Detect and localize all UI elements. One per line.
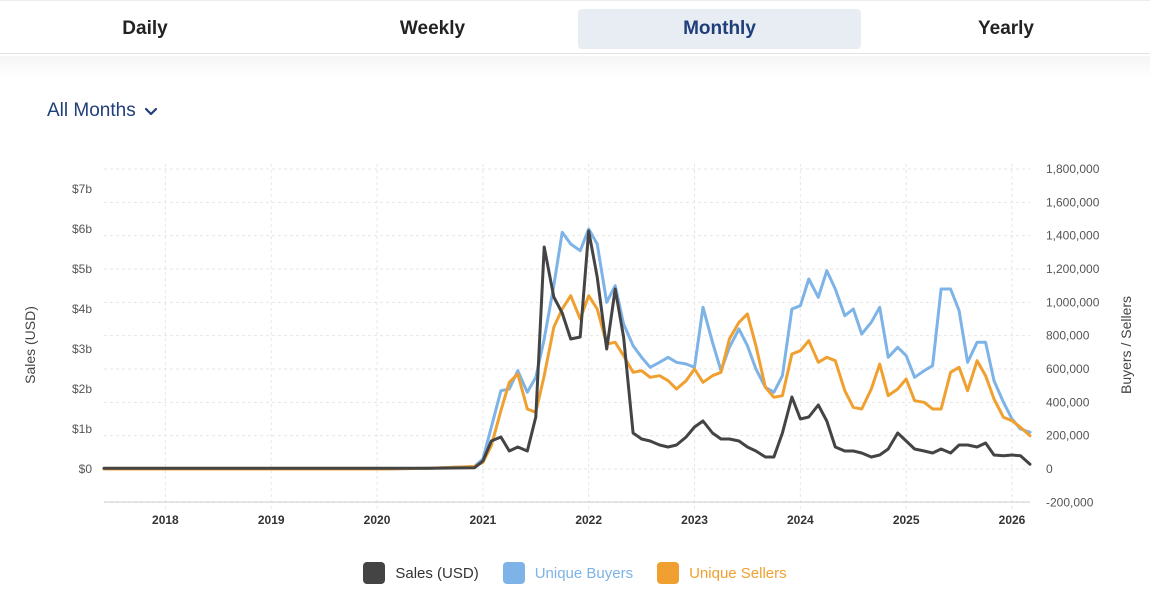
left-tick-label: $1b — [72, 422, 92, 436]
x-tick-label: 2018 — [152, 513, 179, 527]
left-axis-title: Sales (USD) — [22, 306, 38, 384]
right-axis-title: Buyers / Sellers — [1118, 296, 1134, 394]
legend-item-sales[interactable]: Sales (USD) — [363, 562, 479, 584]
left-tick-label: $3b — [72, 342, 92, 356]
tab-yearly[interactable]: Yearly — [978, 18, 1034, 39]
right-tick-label: 1,000,000 — [1046, 295, 1100, 309]
legend-swatch-buyers — [502, 562, 525, 584]
legend-swatch-sellers — [657, 562, 680, 584]
divider-shadow — [0, 56, 1150, 78]
sales-chart: -200,000 0 200,000 400,000 600,000 800,000 1,0… — [22, 162, 1134, 527]
right-tick-label: -200,000 — [1046, 495, 1094, 509]
right-tick-label: 200,000 — [1046, 429, 1090, 443]
right-tick-label: 1,800,000 — [1046, 162, 1100, 176]
left-tick-label: $4b — [72, 302, 92, 316]
series-line-sales-usd — [102, 229, 1032, 470]
legend-swatch-sales — [363, 562, 386, 584]
x-tick-label: 2020 — [364, 513, 391, 527]
x-tick-label: 2026 — [999, 513, 1026, 527]
tab-monthly[interactable]: Monthly — [578, 9, 861, 49]
series-line-unique-sellers — [102, 294, 1032, 471]
tab-weekly[interactable]: Weekly — [399, 18, 466, 39]
x-tick-label: 2019 — [258, 513, 285, 527]
x-tick-label: 2021 — [470, 513, 497, 527]
right-tick-label: 1,600,000 — [1046, 195, 1100, 209]
left-tick-label: $0 — [79, 462, 93, 476]
right-tick-label: 400,000 — [1046, 395, 1090, 409]
series-line-unique-buyers — [102, 227, 1032, 471]
legend-label-sales: Sales (USD) — [395, 564, 479, 582]
chart-legend: Sales (USD) Unique Buyers Unique Sellers — [0, 562, 1150, 584]
left-tick-label: $6b — [72, 222, 92, 236]
x-tick-label: 2022 — [575, 513, 602, 527]
right-tick-label: 1,200,000 — [1046, 262, 1100, 276]
left-tick-label: $5b — [72, 262, 92, 276]
month-range-label: All Months — [47, 100, 136, 121]
left-tick-label: $2b — [72, 382, 92, 396]
x-tick-label: 2023 — [681, 513, 708, 527]
x-tick-label: 2024 — [787, 513, 814, 527]
legend-item-buyers[interactable]: Unique Buyers — [502, 562, 634, 584]
legend-item-sellers[interactable]: Unique Sellers — [657, 562, 787, 584]
timeframe-tabs: Daily Weekly Monthly Yearly — [0, 0, 1150, 54]
right-tick-label: 1,400,000 — [1046, 229, 1100, 243]
right-tick-label: 0 — [1046, 462, 1053, 476]
right-tick-label: 600,000 — [1046, 362, 1090, 376]
legend-label-buyers: Unique Buyers — [534, 564, 634, 582]
chevron-down-icon — [144, 107, 157, 116]
x-tick-label: 2025 — [893, 513, 920, 527]
right-tick-label: 800,000 — [1046, 329, 1090, 343]
tab-daily[interactable]: Daily — [122, 18, 168, 39]
legend-label-sellers: Unique Sellers — [689, 564, 787, 582]
left-tick-label: $7b — [72, 182, 92, 196]
month-range-dropdown[interactable]: All Months — [47, 100, 158, 122]
